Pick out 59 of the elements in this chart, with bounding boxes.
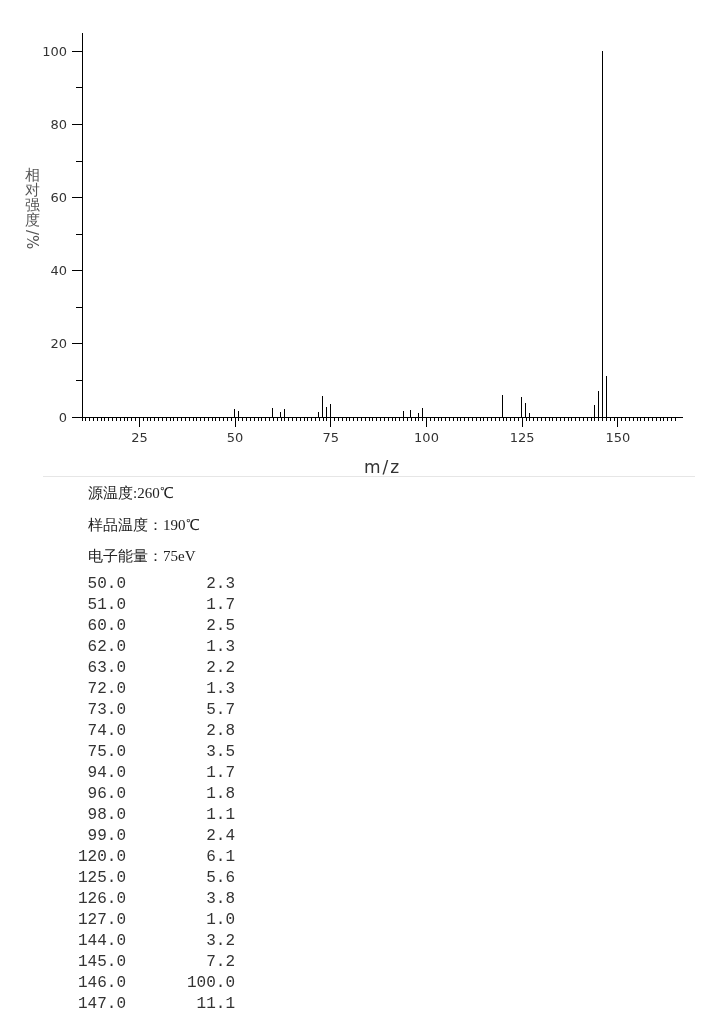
text: 126.0 — [77, 889, 126, 910]
text: 1.3 — [205, 637, 235, 658]
text: 1.8 — [205, 784, 235, 805]
text: 146.0 — [77, 973, 126, 994]
text: 源温度:260℃ — [88, 484, 174, 503]
x-tick-label: 125 — [509, 430, 535, 446]
text: 144.0 — [77, 931, 126, 952]
text: 6.1 — [205, 847, 235, 868]
text: 7.2 — [205, 952, 235, 973]
x-axis-title: m/z — [363, 457, 402, 477]
text: 3.8 — [205, 889, 235, 910]
text: 120.0 — [77, 847, 126, 868]
y-axis-title: 相对强度/% — [22, 165, 41, 250]
text: 3.5 — [205, 742, 235, 763]
text: 63.0 — [86, 658, 126, 679]
text: 127.0 — [77, 910, 126, 931]
text: 5.6 — [205, 868, 235, 889]
y-tick-label: 100 — [42, 43, 67, 59]
text: 99.0 — [86, 826, 126, 847]
text: 100.0 — [186, 973, 235, 994]
x-tick-label: 100 — [414, 430, 439, 446]
text: 2.4 — [205, 826, 235, 847]
y-tick-label: 60 — [50, 190, 67, 206]
text: 60.0 — [86, 616, 126, 637]
x-tick-label: 150 — [605, 430, 631, 446]
text: 11.1 — [195, 994, 235, 1011]
text: 73.0 — [86, 700, 126, 721]
text: 96.0 — [86, 784, 126, 805]
text: 51.0 — [86, 595, 126, 616]
text: 1.7 — [205, 595, 235, 616]
text: 94.0 — [86, 763, 126, 784]
text: 1.7 — [205, 763, 235, 784]
y-tick-label: 40 — [50, 263, 67, 279]
text: 2.5 — [205, 616, 235, 637]
y-tick-label: 80 — [50, 117, 67, 133]
text: 74.0 — [86, 721, 126, 742]
text: 125.0 — [77, 868, 126, 889]
text: 电子能量：75eV — [88, 547, 196, 566]
text: 98.0 — [86, 805, 126, 826]
text: 2.3 — [205, 574, 235, 595]
text: 2.2 — [205, 658, 235, 679]
text: 147.0 — [77, 994, 126, 1011]
text: 50.0 — [86, 574, 126, 595]
text: 3.2 — [205, 931, 235, 952]
x-tick-label: 25 — [131, 430, 148, 446]
text: 75.0 — [86, 742, 126, 763]
text: 72.0 — [86, 679, 126, 700]
text: 5.7 — [205, 700, 235, 721]
text: 62.0 — [86, 637, 126, 658]
x-tick-label: 75 — [322, 430, 340, 446]
y-tick-label: 20 — [50, 336, 67, 352]
text: 1.0 — [205, 910, 235, 931]
y-tick-label: 0 — [58, 409, 67, 425]
text: 145.0 — [77, 952, 126, 973]
x-tick-label: 50 — [226, 430, 244, 446]
text: 1.1 — [205, 805, 235, 826]
text: 2.8 — [205, 721, 235, 742]
text: 1.3 — [205, 679, 235, 700]
text: 样品温度：190℃ — [88, 515, 200, 535]
